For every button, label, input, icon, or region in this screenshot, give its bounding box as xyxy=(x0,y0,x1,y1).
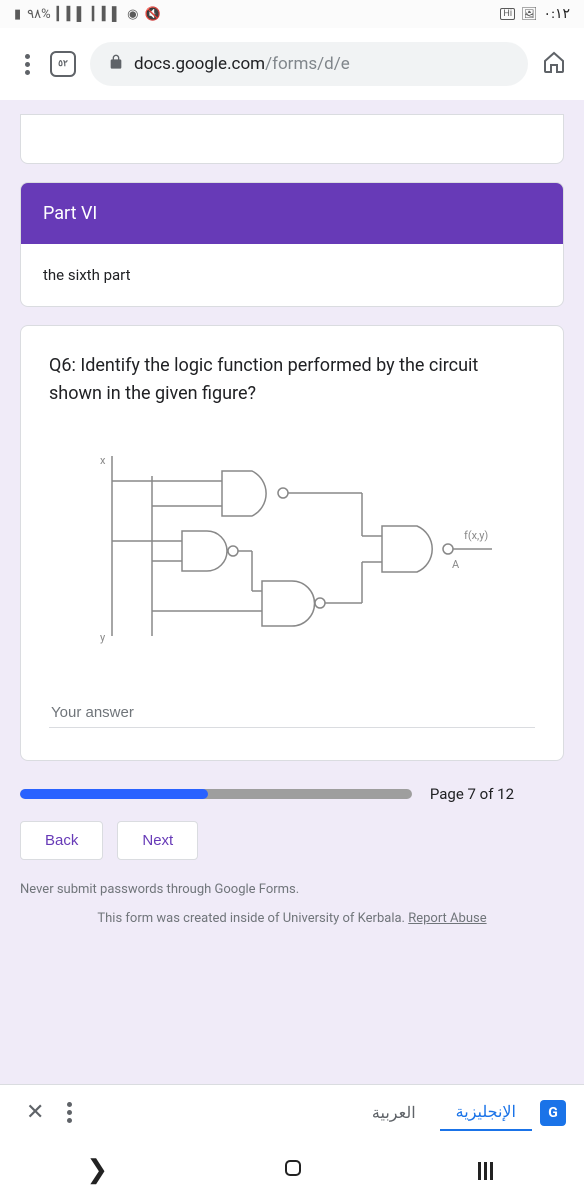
url-host: docs.google.com xyxy=(134,54,265,74)
nav-buttons: Back Next xyxy=(20,821,564,860)
wifi-icon: ◉ xyxy=(127,7,138,22)
status-bar: ▮ ٩٨% ▎▍▌ ▎▍▌ ◉ 🔇 Hi 🖼 ٠:١٢ xyxy=(0,0,584,28)
home-icon[interactable] xyxy=(542,50,566,78)
svg-text:y: y xyxy=(100,631,106,644)
browser-menu-icon[interactable] xyxy=(18,54,36,75)
clock: ٠:١٢ xyxy=(544,6,570,23)
progress-bar xyxy=(20,789,412,799)
section-description: the sixth part xyxy=(20,244,564,307)
form-info-text: This form was created inside of Universi… xyxy=(97,911,408,926)
close-icon[interactable]: ✕ xyxy=(18,1100,52,1125)
battery-percent: ٩٨% xyxy=(27,7,51,22)
svg-text:x: x xyxy=(100,454,106,467)
signal2-icon: ▎▍▌ xyxy=(92,6,121,22)
password-warning: Never submit passwords through Google Fo… xyxy=(20,882,564,897)
hi-icon: Hi xyxy=(500,8,515,20)
system-nav-bar: ❯ xyxy=(0,1140,584,1200)
url-text: docs.google.com/forms/d/e xyxy=(134,54,350,74)
next-button[interactable]: Next xyxy=(117,821,198,860)
lang-active[interactable]: الإنجليزية xyxy=(440,1094,532,1131)
image-icon: 🖼 xyxy=(521,7,538,22)
question-text: Q6: Identify the logic function performe… xyxy=(49,352,535,408)
svg-text:A: A xyxy=(452,558,460,571)
signal-icon: ▎▍▌ xyxy=(57,6,86,22)
page-indicator: Page 7 of 12 xyxy=(430,785,514,803)
mute-icon: 🔇 xyxy=(144,7,160,22)
progress-fill xyxy=(20,789,208,799)
circuit-diagram: x y xyxy=(49,436,535,656)
answer-input[interactable] xyxy=(49,698,535,728)
report-abuse-link[interactable]: Report Abuse xyxy=(408,911,486,926)
back-button[interactable]: Back xyxy=(20,821,103,860)
tab-count-button[interactable]: ٥٢ xyxy=(50,51,76,77)
translate-menu-icon[interactable] xyxy=(60,1102,78,1123)
recents-nav-icon[interactable] xyxy=(478,1160,498,1180)
home-nav-icon[interactable] xyxy=(281,1156,305,1184)
url-bar[interactable]: docs.google.com/forms/d/e xyxy=(90,42,528,86)
back-nav-icon[interactable]: ❯ xyxy=(86,1155,108,1185)
lock-icon xyxy=(108,54,124,74)
lang-other[interactable]: العربية xyxy=(356,1095,432,1130)
section-header: Part VI xyxy=(20,182,564,244)
progress-row: Page 7 of 12 xyxy=(20,785,564,803)
battery-icon: ▮ xyxy=(14,7,21,22)
form-info: This form was created inside of Universi… xyxy=(20,911,564,926)
google-translate-icon[interactable]: G xyxy=(540,1100,566,1126)
translate-bar: ✕ العربية الإنجليزية G xyxy=(0,1084,584,1140)
browser-toolbar: ٥٢ docs.google.com/forms/d/e xyxy=(0,28,584,100)
form-content: Part VI the sixth part Q6: Identify the … xyxy=(0,100,584,926)
url-path: /forms/d/e xyxy=(265,54,350,74)
svg-text:f(x,y): f(x,y) xyxy=(464,529,488,542)
card-stub xyxy=(20,114,564,164)
question-card: Q6: Identify the logic function performe… xyxy=(20,325,564,761)
